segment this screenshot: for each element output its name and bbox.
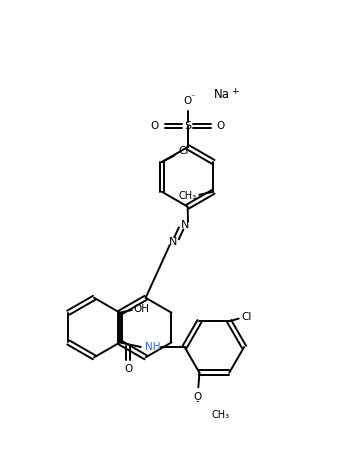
Text: ⁻: ⁻ [190,93,195,102]
Text: O: O [151,121,159,131]
Text: Cl: Cl [178,145,188,156]
Text: OH: OH [134,304,150,314]
Text: Cl: Cl [241,312,252,322]
Text: S: S [184,121,191,131]
Text: CH₃: CH₃ [179,191,197,202]
Text: N: N [180,220,189,230]
Text: NH: NH [145,342,161,352]
Text: N: N [169,237,177,247]
Text: O: O [193,392,202,402]
Text: CH₃: CH₃ [211,410,230,420]
Text: +: + [231,87,238,96]
Text: O: O [216,121,225,131]
Text: O: O [124,364,132,374]
Text: Na: Na [214,88,230,101]
Text: O: O [184,96,192,106]
